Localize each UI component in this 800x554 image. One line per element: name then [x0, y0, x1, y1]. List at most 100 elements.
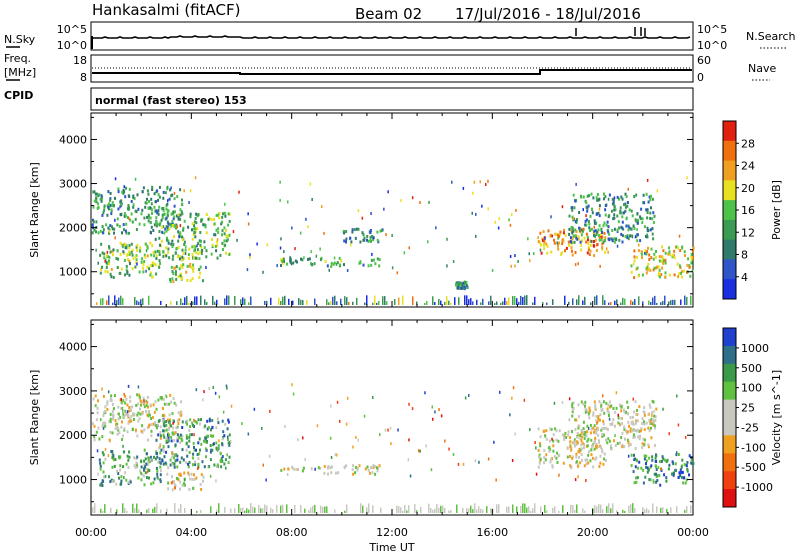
sparse-echo-cell	[196, 244, 198, 248]
sparse-echo-cell	[336, 400, 339, 404]
echo-cell	[156, 189, 159, 193]
echo-cell	[169, 188, 172, 192]
echo-cell	[192, 423, 194, 427]
echo-cell	[668, 246, 670, 250]
echo-cell	[539, 243, 542, 247]
echo-cell	[552, 439, 555, 443]
echo-cell	[148, 199, 150, 203]
echo-cell	[293, 467, 296, 471]
echo-cell	[119, 252, 122, 256]
ground-scatter-cell	[480, 302, 482, 305]
echo-cell	[455, 283, 458, 287]
echo-cell	[102, 228, 105, 232]
sparse-echo-cell	[607, 250, 609, 254]
echo-cell	[635, 219, 638, 223]
echo-cell	[193, 445, 195, 449]
echo-cell	[99, 467, 102, 471]
ground-scatter-cell	[668, 301, 670, 305]
sparse-echo-cell	[479, 180, 481, 184]
echo-cell	[598, 465, 601, 468]
y-tick-label: 1000	[59, 474, 87, 487]
echo-cell	[611, 239, 614, 243]
echo-cell	[144, 205, 147, 209]
echo-cell	[174, 270, 177, 274]
colorbar-tick-label: -500	[741, 461, 766, 474]
echo-cell	[635, 412, 638, 416]
echo-cell	[133, 197, 136, 201]
echo-cell	[592, 411, 595, 415]
echo-cell	[125, 268, 128, 272]
ground-scatter-cell	[248, 302, 250, 305]
echo-cell	[684, 254, 686, 257]
echo-cell	[618, 441, 621, 445]
ground-scatter-cell	[240, 299, 242, 305]
ground-scatter-cell	[264, 300, 266, 305]
echo-cell	[613, 208, 616, 212]
ground-scatter-cell	[226, 295, 228, 305]
echo-cell	[101, 213, 104, 217]
echo-cell	[577, 433, 580, 437]
echo-cell	[113, 407, 115, 411]
ground-scatter-cell	[630, 504, 632, 513]
echo-cell	[124, 246, 127, 250]
echo-cell	[361, 231, 364, 235]
sparse-echo-cell	[314, 467, 316, 471]
sparse-echo-cell	[321, 205, 323, 209]
echo-cell	[571, 404, 574, 408]
echo-cell	[624, 429, 627, 433]
echo-cell	[183, 243, 186, 246]
echo-cell	[134, 217, 137, 221]
echo-cell	[165, 436, 168, 440]
echo-cell	[623, 425, 626, 429]
echo-cell	[227, 441, 230, 445]
sparse-echo-cell	[311, 198, 313, 201]
echo-cell	[195, 421, 198, 425]
echo-cell	[571, 456, 574, 460]
echo-cell	[636, 212, 639, 216]
ground-scatter-cell	[116, 509, 118, 513]
echo-cell	[169, 280, 172, 283]
echo-cell	[594, 406, 597, 410]
colorbar-swatch	[723, 363, 736, 383]
echo-cell	[136, 463, 138, 467]
echo-cell	[655, 454, 658, 458]
colorbar-swatch	[723, 345, 736, 365]
echo-cell	[203, 246, 206, 250]
echo-cell	[335, 471, 338, 475]
echo-cell	[143, 468, 145, 472]
ground-scatter-cell	[514, 295, 516, 305]
echo-cell	[580, 195, 583, 199]
sparse-echo-cell	[383, 207, 385, 211]
echo-cell	[165, 225, 168, 229]
echo-cell	[378, 258, 381, 262]
echo-cell	[199, 231, 202, 234]
echo-cell	[595, 442, 598, 446]
echo-cell	[145, 404, 148, 408]
sparse-echo-cell	[143, 399, 145, 403]
echo-cell	[168, 227, 171, 231]
echo-cell	[145, 409, 147, 413]
echo-cell	[198, 422, 201, 426]
echo-cell	[215, 465, 218, 468]
echo-cell	[197, 418, 200, 422]
echo-cell	[363, 238, 366, 242]
ground-scatter-cell	[438, 299, 440, 305]
echo-cell	[600, 233, 603, 237]
echo-cell	[652, 237, 655, 241]
echo-cell	[148, 457, 151, 461]
echo-cell	[118, 431, 121, 435]
echo-cell	[127, 421, 130, 425]
echo-cell	[626, 430, 629, 434]
ground-scatter-cell	[346, 504, 348, 513]
echo-cell	[595, 243, 598, 247]
echo-cell	[604, 236, 607, 240]
echo-cell	[186, 454, 189, 458]
echo-cell	[690, 252, 693, 256]
ground-scatter-cell	[378, 301, 380, 305]
echo-cell	[579, 448, 582, 452]
echo-cell	[582, 227, 585, 231]
echo-cell	[116, 425, 119, 428]
colorbar-tick-label: 500	[741, 362, 762, 375]
echo-cell	[601, 247, 604, 251]
sparse-echo-cell	[607, 197, 610, 201]
